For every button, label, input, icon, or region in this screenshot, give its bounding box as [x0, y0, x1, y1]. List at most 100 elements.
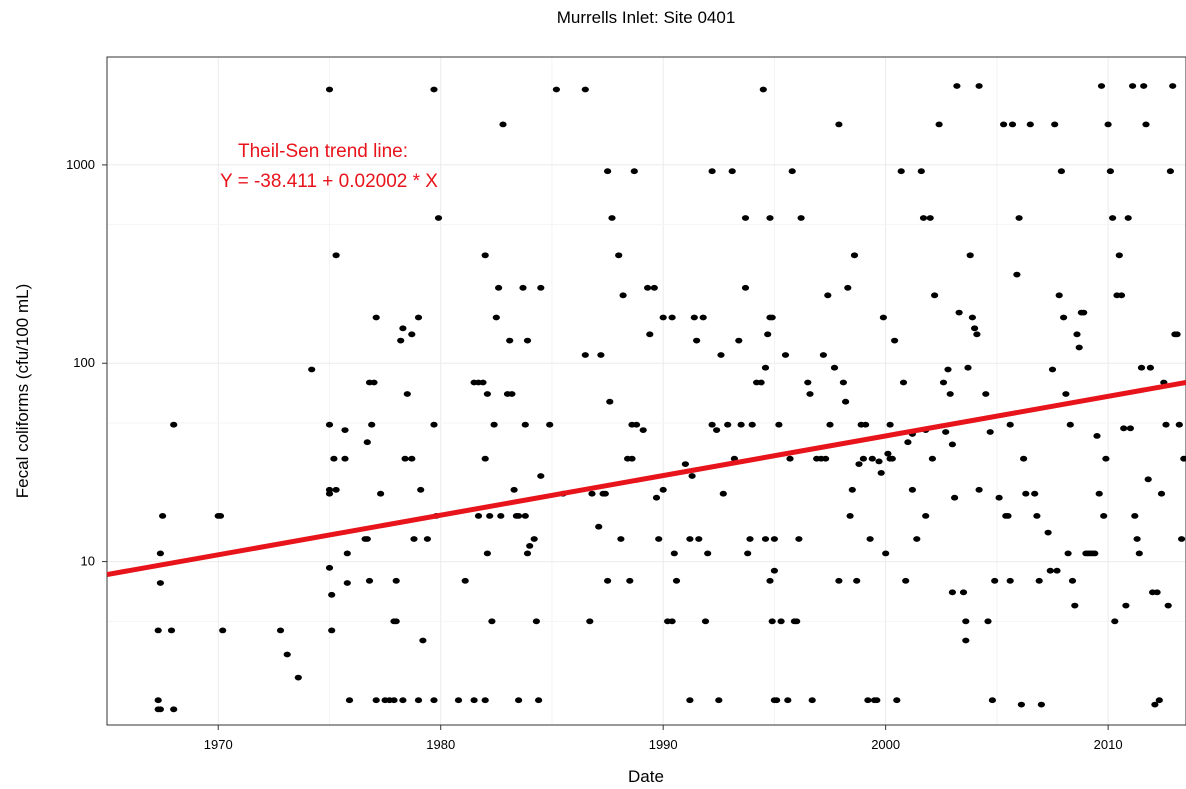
data-point: [343, 580, 351, 586]
data-point: [951, 494, 959, 501]
data-point: [508, 391, 516, 397]
data-point: [897, 168, 905, 175]
data-point: [917, 168, 925, 175]
data-point: [423, 536, 431, 542]
data-point: [345, 697, 354, 704]
data-point: [1022, 490, 1030, 497]
data-point: [1048, 366, 1057, 373]
data-point: [768, 314, 776, 321]
data-point: [839, 379, 848, 386]
data-point: [991, 577, 999, 584]
data-point: [688, 473, 696, 479]
data-point: [1004, 513, 1012, 519]
data-point: [984, 618, 992, 625]
data-point: [419, 637, 427, 644]
data-point: [1044, 529, 1052, 536]
data-point: [604, 168, 612, 175]
data-point: [546, 421, 554, 428]
x-tick-label: 2000: [871, 737, 900, 752]
data-point: [953, 83, 961, 89]
data-point: [922, 513, 930, 519]
data-point: [1015, 215, 1023, 221]
data-point: [988, 697, 997, 704]
data-point: [328, 627, 336, 634]
data-point: [668, 618, 676, 625]
data-point: [766, 577, 774, 584]
data-point: [1180, 455, 1186, 462]
data-point: [601, 490, 609, 497]
data-point: [1155, 697, 1163, 704]
data-point: [1035, 577, 1043, 584]
data-point: [964, 364, 972, 371]
data-point: [1122, 602, 1130, 609]
data-point: [328, 591, 336, 598]
y-tick-label: 100: [73, 355, 95, 370]
data-point: [430, 421, 438, 428]
data-point: [330, 455, 338, 462]
data-point: [975, 486, 983, 493]
data-point: [1120, 425, 1128, 432]
data-point: [474, 513, 483, 519]
data-point: [1020, 455, 1028, 462]
data-point: [530, 536, 538, 542]
data-point: [824, 292, 832, 299]
data-point: [283, 651, 291, 658]
data-point: [646, 331, 654, 338]
data-point: [170, 706, 178, 713]
data-point: [497, 513, 505, 519]
chart-title: Murrells Inlet: Site 0401: [557, 8, 736, 27]
data-point: [1026, 121, 1034, 128]
data-point: [741, 215, 750, 221]
data-point: [1140, 83, 1148, 89]
data-point: [1033, 513, 1041, 519]
data-point: [1157, 490, 1166, 497]
data-point: [891, 337, 899, 344]
data-point: [902, 577, 910, 584]
data-point: [156, 580, 164, 586]
data-point: [850, 252, 859, 259]
x-axis-ticks: 1970 1980 1990 2000 2010: [204, 725, 1123, 752]
data-point: [159, 513, 167, 519]
data-point: [586, 618, 594, 625]
data-point: [1031, 490, 1039, 497]
data-point: [597, 352, 605, 358]
data-point: [973, 331, 981, 338]
x-tick-label: 1970: [204, 737, 233, 752]
data-point: [926, 215, 934, 221]
data-point: [846, 513, 854, 519]
data-point: [659, 314, 667, 321]
data-point: [1100, 513, 1108, 519]
data-point: [955, 309, 963, 316]
data-point: [537, 284, 545, 291]
data-point: [819, 352, 828, 358]
data-point: [775, 421, 783, 428]
data-point: [606, 398, 614, 405]
data-point: [1073, 331, 1081, 338]
data-point: [835, 577, 843, 584]
data-point: [1062, 391, 1070, 397]
data-point: [417, 486, 425, 493]
data-point: [479, 379, 487, 386]
data-point: [715, 697, 723, 704]
data-point: [608, 215, 616, 221]
data-point: [434, 215, 443, 221]
data-point: [154, 627, 162, 634]
data-point: [879, 314, 888, 321]
data-point: [343, 550, 351, 557]
data-point: [935, 121, 943, 128]
data-point: [686, 536, 694, 542]
data-point: [523, 550, 532, 557]
data-point: [537, 473, 545, 479]
data-point: [844, 284, 852, 291]
data-point: [1102, 455, 1110, 462]
data-point: [276, 627, 285, 634]
data-point: [430, 697, 438, 704]
data-point: [893, 697, 901, 704]
data-point: [1153, 589, 1161, 596]
data-point: [1013, 271, 1021, 278]
data-point: [741, 284, 750, 291]
data-point: [401, 455, 409, 462]
data-point: [632, 421, 641, 428]
data-point: [325, 490, 334, 497]
